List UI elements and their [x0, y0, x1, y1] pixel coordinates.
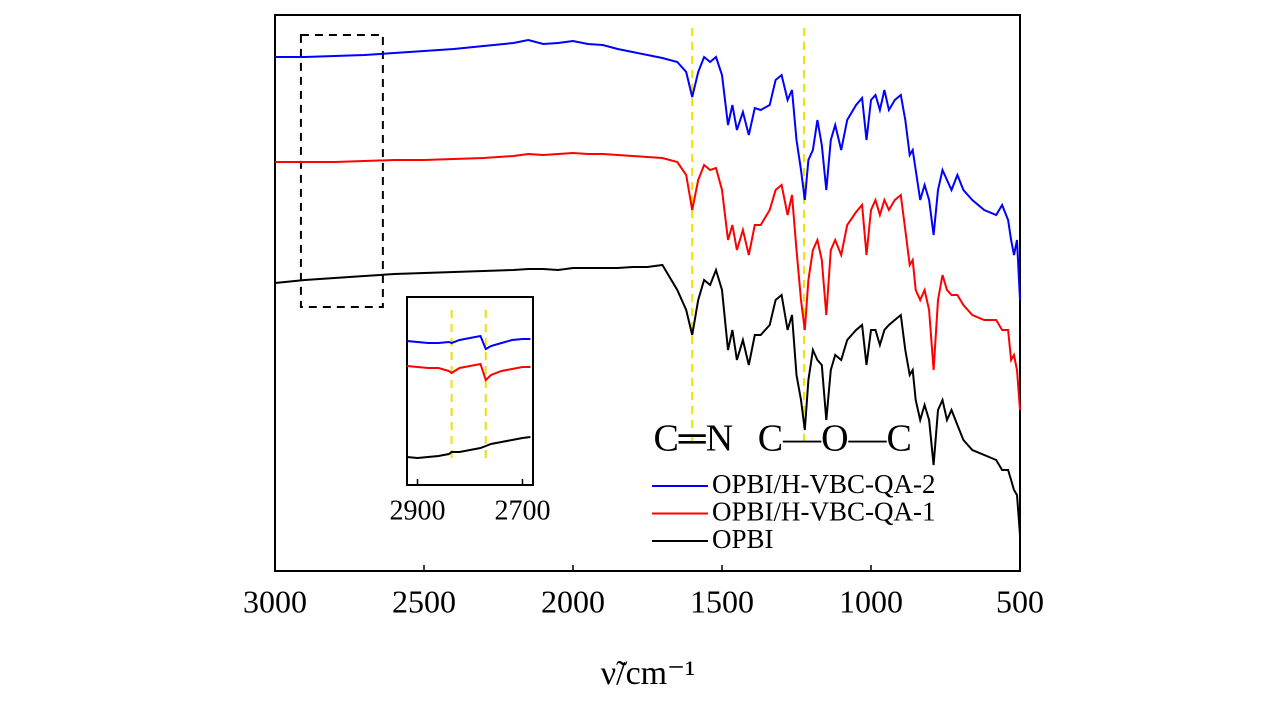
- annotation: C—O—C: [758, 418, 912, 460]
- x-tick-label: 3000: [243, 583, 307, 619]
- x-tick-label: 2000: [541, 583, 605, 619]
- series-line: [406, 362, 531, 382]
- legend-label: OPBI/H-VBC-QA-1: [712, 497, 936, 527]
- annotation: C═N: [653, 418, 733, 460]
- series-line: [406, 436, 531, 460]
- x-tick-label: 1000: [839, 583, 903, 619]
- x-tick-label: 500: [996, 583, 1044, 619]
- x-tick-label: 1500: [690, 583, 754, 619]
- series-line: [274, 263, 1021, 536]
- x-tick-label: 2700: [495, 495, 551, 526]
- plot-frame: [406, 296, 534, 486]
- x-axis-label: ν̃/cm⁻¹: [601, 655, 696, 692]
- series-line: [275, 151, 1021, 411]
- zoom-box: [299, 34, 384, 308]
- series-line: [275, 38, 1021, 301]
- x-tick-label: 2900: [390, 495, 446, 526]
- series-line: [406, 334, 531, 351]
- legend-label: OPBI/H-VBC-QA-2: [712, 469, 936, 499]
- legend-label: OPBI: [712, 524, 774, 554]
- x-tick-label: 2500: [392, 583, 456, 619]
